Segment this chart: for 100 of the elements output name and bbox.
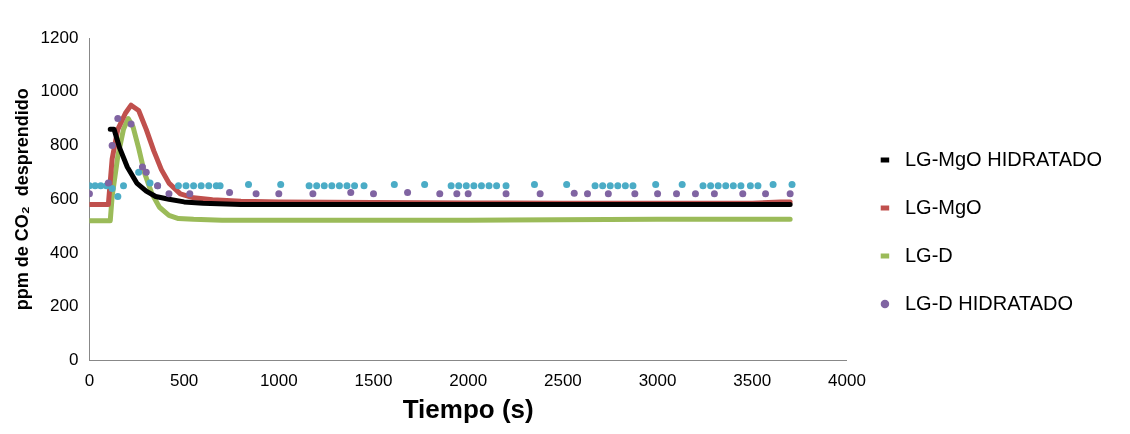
point bbox=[453, 190, 461, 198]
point bbox=[707, 182, 715, 190]
point bbox=[530, 180, 538, 188]
point bbox=[277, 180, 285, 188]
point bbox=[347, 188, 355, 196]
y-tick-label: 1200 bbox=[40, 27, 79, 47]
point bbox=[390, 180, 398, 188]
point bbox=[226, 188, 234, 196]
point bbox=[485, 182, 493, 190]
point bbox=[360, 182, 368, 190]
x-tick-label: 1500 bbox=[354, 371, 393, 391]
point bbox=[114, 193, 122, 201]
point bbox=[678, 180, 686, 188]
x-tick-label: 2500 bbox=[543, 371, 582, 391]
point bbox=[591, 182, 599, 190]
point bbox=[146, 179, 154, 187]
point bbox=[165, 190, 173, 198]
y-tick-label: 0 bbox=[68, 350, 79, 370]
point bbox=[710, 190, 718, 198]
point bbox=[464, 190, 472, 198]
legend-label: LG-D bbox=[904, 243, 953, 266]
point bbox=[673, 190, 681, 198]
x-axis-title: Tiempo (s) bbox=[402, 393, 534, 424]
point bbox=[305, 182, 313, 190]
x-tick-label: 1000 bbox=[259, 371, 298, 391]
point bbox=[138, 163, 146, 171]
point bbox=[699, 182, 707, 190]
point bbox=[309, 190, 317, 198]
point bbox=[788, 180, 796, 188]
x-tick-label: 4000 bbox=[828, 371, 866, 391]
point bbox=[447, 182, 455, 190]
point bbox=[786, 190, 794, 198]
point bbox=[351, 182, 359, 190]
x-tick-label: 3500 bbox=[733, 371, 772, 391]
point bbox=[722, 182, 730, 190]
point bbox=[739, 190, 747, 198]
y-tick-label: 400 bbox=[50, 242, 79, 262]
point bbox=[404, 188, 412, 196]
point bbox=[536, 190, 544, 198]
point bbox=[629, 182, 637, 190]
point bbox=[714, 182, 722, 190]
point bbox=[205, 182, 213, 190]
point bbox=[502, 182, 510, 190]
point bbox=[584, 190, 591, 198]
point bbox=[502, 190, 510, 198]
legend-label: LG-MgO HIDRATADO bbox=[904, 147, 1103, 170]
point bbox=[614, 182, 622, 190]
x-tick-label: 2000 bbox=[449, 371, 488, 391]
point bbox=[762, 190, 770, 198]
point bbox=[604, 190, 612, 198]
y-axis-title: ppm de CO₂ desprendido bbox=[11, 88, 32, 311]
point bbox=[462, 182, 470, 190]
point bbox=[190, 182, 198, 190]
point bbox=[606, 182, 614, 190]
point bbox=[493, 182, 501, 190]
point bbox=[182, 182, 190, 190]
legend-label: LG-MgO bbox=[904, 195, 982, 218]
point bbox=[436, 190, 444, 198]
point bbox=[186, 190, 194, 198]
point bbox=[97, 182, 105, 190]
x-tick-label: 500 bbox=[169, 371, 199, 391]
point bbox=[621, 182, 629, 190]
point bbox=[477, 182, 485, 190]
point bbox=[135, 168, 143, 176]
point bbox=[631, 190, 639, 198]
point bbox=[691, 190, 699, 198]
point bbox=[142, 168, 150, 176]
y-tick-label: 1000 bbox=[40, 81, 79, 101]
point bbox=[369, 190, 377, 198]
point bbox=[245, 180, 252, 188]
point bbox=[570, 189, 578, 197]
point bbox=[120, 182, 128, 190]
point bbox=[108, 184, 116, 192]
point bbox=[313, 182, 321, 190]
x-tick-label: 0 bbox=[84, 371, 95, 391]
point bbox=[654, 190, 662, 198]
y-tick-label: 600 bbox=[50, 188, 79, 208]
y-tick-label: 200 bbox=[50, 296, 79, 316]
point bbox=[328, 182, 336, 190]
point bbox=[343, 182, 351, 190]
point bbox=[421, 180, 429, 188]
point bbox=[652, 180, 660, 188]
point bbox=[252, 190, 260, 198]
point bbox=[754, 182, 762, 190]
point bbox=[320, 182, 328, 190]
point bbox=[335, 182, 343, 190]
point bbox=[197, 182, 205, 190]
point bbox=[729, 182, 737, 190]
x-tick-label: 3000 bbox=[638, 371, 677, 391]
point bbox=[746, 182, 754, 190]
point bbox=[108, 141, 116, 149]
point bbox=[174, 182, 182, 190]
point bbox=[737, 182, 745, 190]
point bbox=[563, 180, 571, 188]
point bbox=[455, 182, 463, 190]
point bbox=[599, 182, 607, 190]
point bbox=[114, 115, 122, 123]
point bbox=[470, 182, 478, 190]
point bbox=[275, 190, 283, 198]
y-tick-label: 800 bbox=[50, 135, 79, 155]
